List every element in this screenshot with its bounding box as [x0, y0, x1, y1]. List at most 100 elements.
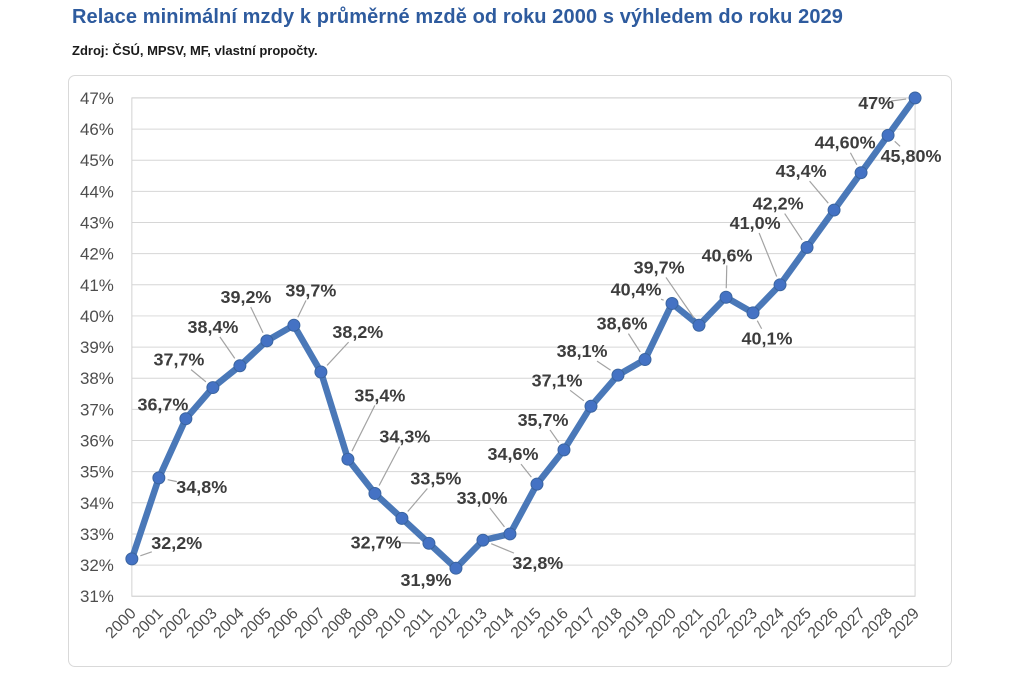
- y-tick-label: 47%: [80, 89, 114, 108]
- y-tick-label: 43%: [80, 213, 114, 232]
- data-label: 39,7%: [285, 280, 336, 300]
- x-tick-label: 2020: [643, 605, 680, 642]
- y-axis-tick-labels: 47% 46% 45% 44% 43% 42% 41% 40% 39% 38% 37% 36% 35% 3…: [80, 89, 114, 606]
- y-tick-label: 35%: [80, 463, 114, 482]
- data-label: 35,7%: [518, 410, 569, 430]
- data-label: 34,8%: [176, 477, 227, 497]
- y-tick-label: 40%: [80, 307, 114, 326]
- y-tick-label: 44%: [80, 182, 114, 201]
- y-tick-label: 39%: [80, 338, 114, 357]
- x-tick-label: 2014: [481, 605, 518, 642]
- x-tick-label: 2029: [886, 605, 923, 642]
- data-label: 32,8%: [512, 553, 563, 573]
- data-point: [368, 486, 382, 500]
- data-label: 32,7%: [351, 532, 402, 552]
- data-label: 39,2%: [220, 287, 271, 307]
- data-label: 39,7%: [634, 257, 685, 277]
- data-point: [233, 359, 247, 373]
- y-tick-label: 37%: [80, 400, 114, 419]
- y-tick-label: 36%: [80, 432, 114, 451]
- data-label: 43,4%: [776, 161, 827, 181]
- data-label: 33,5%: [410, 468, 461, 488]
- x-tick-label: 2010: [373, 605, 410, 642]
- data-point: [179, 412, 193, 426]
- data-label: 32,2%: [151, 533, 202, 553]
- data-point: [827, 203, 841, 217]
- data-point: [773, 278, 787, 292]
- x-tick-label: 2006: [265, 605, 302, 642]
- data-point: [719, 290, 733, 304]
- y-tick-label: 34%: [80, 494, 114, 513]
- chart-frame: 47% 46% 45% 44% 43% 42% 41% 40% 39% 38% 37% 36% 35% 3…: [68, 75, 952, 667]
- data-labels: 32,2% 34,8% 36,7% 37,7% 38,4% 39,2% 39,7% 38,2%…: [137, 93, 941, 590]
- data-point: [881, 128, 895, 142]
- data-point: [206, 381, 220, 395]
- y-tick-label: 42%: [80, 245, 114, 264]
- y-tick-label: 45%: [80, 151, 114, 170]
- y-tick-label: 32%: [80, 556, 114, 575]
- data-point: [908, 91, 922, 105]
- data-label: 38,6%: [597, 314, 648, 334]
- x-tick-label: 2015: [508, 605, 545, 642]
- data-label: 33,0%: [457, 488, 508, 508]
- data-point: [800, 240, 814, 254]
- data-label: 42,2%: [753, 194, 804, 214]
- data-label: 34,3%: [379, 427, 430, 447]
- x-tick-label: 2013: [454, 605, 491, 642]
- data-point: [584, 399, 598, 413]
- x-tick-label: 2019: [616, 605, 653, 642]
- data-point: [854, 166, 868, 180]
- data-point: [503, 527, 517, 541]
- data-label: 36,7%: [137, 395, 188, 415]
- x-tick-label: 2008: [319, 605, 356, 642]
- x-tick-label: 2009: [346, 605, 383, 642]
- x-tick-label: 2004: [211, 605, 248, 642]
- data-label: 31,9%: [401, 570, 452, 590]
- x-tick-label: 2026: [805, 605, 842, 642]
- data-point: [152, 471, 166, 485]
- data-point: [638, 353, 652, 367]
- x-tick-label: 2024: [751, 605, 788, 642]
- data-label: 45,80%: [881, 146, 942, 166]
- data-label: 34,6%: [488, 444, 539, 464]
- x-tick-label: 2028: [859, 605, 896, 642]
- data-point: [692, 318, 706, 332]
- data-point-markers: [125, 91, 922, 575]
- x-tick-label: 2000: [103, 605, 140, 642]
- x-tick-label: 2022: [697, 605, 734, 642]
- x-tick-label: 2023: [724, 605, 761, 642]
- x-tick-label: 2021: [670, 605, 707, 642]
- data-label: 47%: [858, 93, 894, 113]
- x-tick-label: 2027: [832, 605, 869, 642]
- x-tick-label: 2025: [778, 605, 815, 642]
- y-tick-label: 46%: [80, 120, 114, 139]
- x-tick-label: 2016: [535, 605, 572, 642]
- x-tick-label: 2012: [427, 605, 464, 642]
- x-tick-label: 2003: [184, 605, 221, 642]
- data-point: [341, 452, 355, 466]
- x-tick-label: 2001: [130, 605, 167, 642]
- data-label: 38,2%: [332, 322, 383, 342]
- data-label: 40,6%: [702, 245, 753, 265]
- y-tick-label: 33%: [80, 525, 114, 544]
- data-point: [260, 334, 274, 348]
- data-label: 40,1%: [742, 329, 793, 349]
- x-tick-label: 2002: [157, 605, 194, 642]
- data-point: [314, 365, 328, 379]
- x-tick-label: 2018: [589, 605, 626, 642]
- data-point: [530, 477, 544, 491]
- data-label: 37,7%: [154, 350, 205, 370]
- data-point: [557, 443, 571, 457]
- chart-source-note: Zdroj: ČSÚ, MPSV, MF, vlastní propočty.: [72, 43, 318, 58]
- data-point: [611, 368, 625, 382]
- data-label: 38,1%: [557, 341, 608, 361]
- x-axis-tick-labels: 2000200120022003200420052006200720082009…: [103, 605, 923, 642]
- data-label: 38,4%: [187, 317, 238, 337]
- data-point: [287, 318, 301, 332]
- data-point: [125, 552, 139, 566]
- data-point: [665, 297, 679, 310]
- line-chart: 47% 46% 45% 44% 43% 42% 41% 40% 39% 38% 37% 36% 35% 3…: [80, 89, 942, 642]
- label-leader-lines: [140, 98, 907, 557]
- y-tick-label: 41%: [80, 276, 114, 295]
